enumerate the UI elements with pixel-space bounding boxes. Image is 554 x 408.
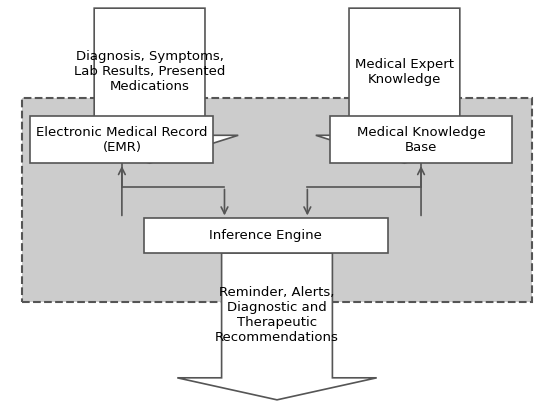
Text: Diagnosis, Symptoms,
Lab Results, Presented
Medications: Diagnosis, Symptoms, Lab Results, Presen… [74,50,225,93]
FancyBboxPatch shape [144,218,388,253]
Text: Medical Expert
Knowledge: Medical Expert Knowledge [355,58,454,86]
Text: Reminder, Alerts,
Diagnostic and
Therapeutic
Recommendations: Reminder, Alerts, Diagnostic and Therape… [215,286,339,344]
Text: Electronic Medical Record
(EMR): Electronic Medical Record (EMR) [36,126,208,154]
Polygon shape [316,8,493,163]
Polygon shape [61,8,238,163]
FancyBboxPatch shape [22,98,532,302]
FancyBboxPatch shape [330,116,512,163]
Polygon shape [177,253,377,400]
Text: Medical Knowledge
Base: Medical Knowledge Base [357,126,485,154]
Text: Inference Engine: Inference Engine [209,229,322,242]
FancyBboxPatch shape [30,116,213,163]
